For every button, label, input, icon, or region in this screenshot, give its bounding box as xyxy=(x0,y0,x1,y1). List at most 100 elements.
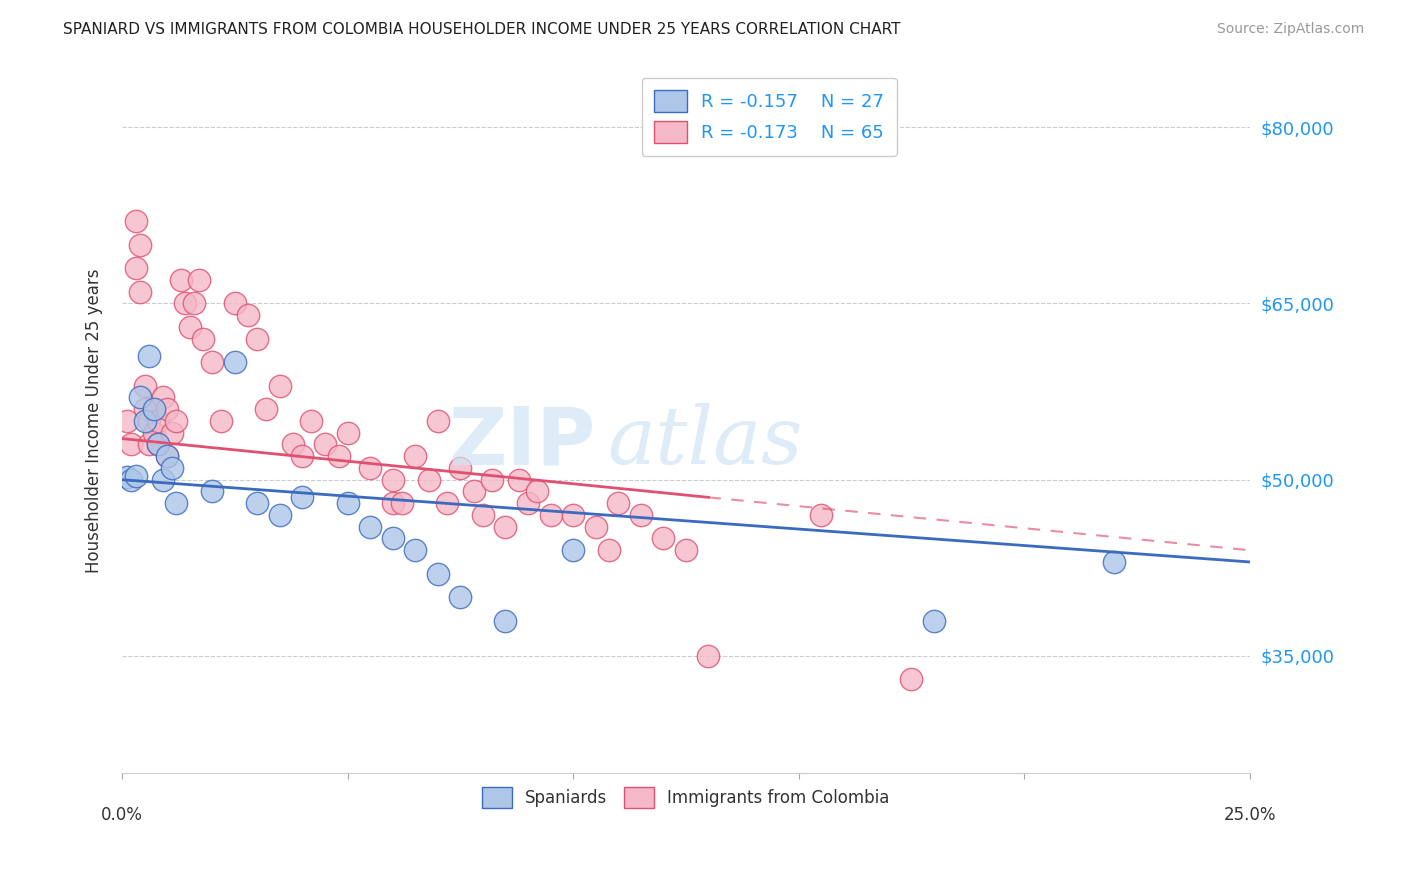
Point xyxy=(142,402,165,417)
Point xyxy=(517,496,540,510)
Point xyxy=(314,437,336,451)
Text: 25.0%: 25.0% xyxy=(1223,806,1275,824)
Point xyxy=(209,414,232,428)
Point xyxy=(146,437,169,451)
Point xyxy=(391,496,413,510)
Point xyxy=(449,461,471,475)
Point xyxy=(540,508,562,522)
Point xyxy=(381,532,404,546)
Point xyxy=(165,496,187,510)
Point xyxy=(598,543,620,558)
Point xyxy=(471,508,494,522)
Point xyxy=(328,449,350,463)
Text: 0.0%: 0.0% xyxy=(101,806,143,824)
Point xyxy=(652,532,675,546)
Y-axis label: Householder Income Under 25 years: Householder Income Under 25 years xyxy=(86,268,103,574)
Point xyxy=(246,496,269,510)
Point xyxy=(404,449,426,463)
Point xyxy=(1104,555,1126,569)
Point xyxy=(336,425,359,440)
Point xyxy=(193,332,215,346)
Point xyxy=(494,614,516,628)
Point xyxy=(124,214,146,228)
Point xyxy=(697,648,720,663)
Point xyxy=(630,508,652,522)
Point xyxy=(224,296,246,310)
Point xyxy=(269,508,291,522)
Point xyxy=(426,414,449,428)
Point xyxy=(269,378,291,392)
Point xyxy=(404,543,426,558)
Text: Source: ZipAtlas.com: Source: ZipAtlas.com xyxy=(1216,22,1364,37)
Point xyxy=(224,355,246,369)
Point xyxy=(115,470,138,484)
Point xyxy=(436,496,458,510)
Point xyxy=(562,508,585,522)
Point xyxy=(129,391,152,405)
Point xyxy=(134,378,156,392)
Point xyxy=(152,391,174,405)
Point xyxy=(301,414,323,428)
Point xyxy=(922,614,945,628)
Point xyxy=(254,402,277,417)
Point xyxy=(129,237,152,252)
Text: ZIP: ZIP xyxy=(449,403,596,481)
Point xyxy=(381,473,404,487)
Point xyxy=(179,320,201,334)
Text: SPANIARD VS IMMIGRANTS FROM COLOMBIA HOUSEHOLDER INCOME UNDER 25 YEARS CORRELATI: SPANIARD VS IMMIGRANTS FROM COLOMBIA HOU… xyxy=(63,22,901,37)
Point xyxy=(283,437,305,451)
Point xyxy=(124,469,146,483)
Point xyxy=(418,473,440,487)
Point xyxy=(138,414,160,428)
Point xyxy=(152,473,174,487)
Point xyxy=(201,484,224,499)
Point xyxy=(146,437,169,451)
Point xyxy=(246,332,269,346)
Point xyxy=(129,285,152,299)
Point xyxy=(183,296,205,310)
Point xyxy=(170,273,193,287)
Point xyxy=(156,402,179,417)
Point xyxy=(201,355,224,369)
Point xyxy=(134,402,156,417)
Point xyxy=(900,673,922,687)
Point xyxy=(526,484,548,499)
Point xyxy=(124,261,146,276)
Point xyxy=(134,414,156,428)
Point xyxy=(810,508,832,522)
Point xyxy=(607,496,630,510)
Point xyxy=(174,296,197,310)
Point xyxy=(359,519,381,533)
Point xyxy=(142,425,165,440)
Point xyxy=(463,484,485,499)
Point xyxy=(562,543,585,558)
Point xyxy=(187,273,209,287)
Point xyxy=(381,496,404,510)
Point xyxy=(156,449,179,463)
Point xyxy=(585,519,607,533)
Point xyxy=(675,543,697,558)
Point xyxy=(508,473,530,487)
Point xyxy=(291,491,314,505)
Text: atlas: atlas xyxy=(607,403,803,481)
Point xyxy=(138,437,160,451)
Point xyxy=(142,402,165,417)
Point xyxy=(336,496,359,510)
Point xyxy=(160,425,183,440)
Point xyxy=(120,473,142,487)
Point xyxy=(449,591,471,605)
Point xyxy=(160,461,183,475)
Point xyxy=(138,350,160,364)
Point xyxy=(426,566,449,581)
Point xyxy=(165,414,187,428)
Point xyxy=(481,473,503,487)
Point xyxy=(115,414,138,428)
Point xyxy=(238,308,260,322)
Point xyxy=(156,449,179,463)
Legend: Spaniards, Immigrants from Colombia: Spaniards, Immigrants from Colombia xyxy=(475,780,897,814)
Point xyxy=(494,519,516,533)
Point xyxy=(146,414,169,428)
Point xyxy=(291,449,314,463)
Point xyxy=(359,461,381,475)
Point xyxy=(120,437,142,451)
